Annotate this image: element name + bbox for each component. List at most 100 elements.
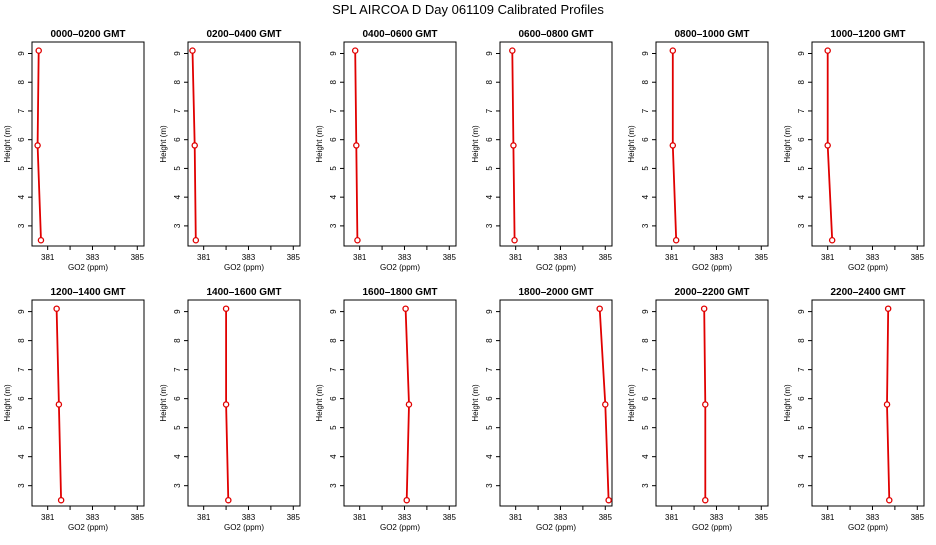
y-tick-label: 7 bbox=[17, 108, 26, 113]
x-tick-label: 385 bbox=[443, 253, 457, 262]
x-tick-label: 385 bbox=[131, 253, 145, 262]
y-tick-label: 9 bbox=[173, 309, 182, 314]
data-point bbox=[511, 237, 518, 244]
y-tick-label: 3 bbox=[641, 223, 650, 228]
y-tick-label: 3 bbox=[173, 223, 182, 228]
y-axis-label: Height (m) bbox=[783, 125, 792, 163]
y-tick-label: 4 bbox=[329, 454, 338, 459]
panel-title: 0600–0800 GMT bbox=[518, 29, 593, 40]
y-tick-label: 6 bbox=[17, 137, 26, 142]
y-axis-label: Height (m) bbox=[315, 125, 324, 163]
data-point bbox=[509, 47, 516, 54]
y-tick-label: 6 bbox=[173, 137, 182, 142]
y-tick-label: 7 bbox=[485, 108, 494, 113]
data-point bbox=[596, 305, 603, 312]
panel-title: 1600–1800 GMT bbox=[362, 287, 437, 298]
panel-title: 2200–2400 GMT bbox=[830, 287, 905, 298]
data-point bbox=[402, 305, 409, 312]
y-tick-label: 8 bbox=[17, 79, 26, 84]
data-point bbox=[225, 496, 232, 504]
data-point bbox=[192, 237, 200, 244]
x-tick-label: 385 bbox=[911, 513, 925, 522]
data-point bbox=[883, 401, 891, 408]
y-tick-label: 6 bbox=[797, 137, 806, 142]
y-tick-label: 9 bbox=[329, 51, 338, 56]
plot-frame bbox=[499, 299, 613, 507]
y-axis-label: Height (m) bbox=[471, 384, 480, 422]
x-tick-label: 385 bbox=[599, 253, 613, 262]
data-point bbox=[510, 142, 517, 149]
y-tick-label: 6 bbox=[329, 137, 338, 142]
y-axis-label: Height (m) bbox=[627, 384, 636, 422]
y-tick-label: 8 bbox=[797, 79, 806, 84]
panel-title: 1200–1400 GMT bbox=[50, 287, 125, 298]
data-point bbox=[700, 305, 708, 312]
x-tick-label: 381 bbox=[353, 513, 367, 522]
plot-frame bbox=[655, 299, 769, 507]
y-tick-label: 7 bbox=[173, 367, 182, 372]
y-tick-label: 7 bbox=[329, 367, 338, 372]
y-tick-label: 5 bbox=[485, 166, 494, 171]
plot-frame bbox=[31, 299, 145, 507]
y-tick-label: 7 bbox=[641, 367, 650, 372]
x-tick-label: 381 bbox=[509, 253, 523, 262]
y-axis-label: Height (m) bbox=[159, 125, 168, 163]
y-tick-label: 5 bbox=[17, 425, 26, 430]
data-point bbox=[605, 496, 612, 504]
y-tick-label: 8 bbox=[173, 338, 182, 343]
x-tick-label: 383 bbox=[866, 253, 880, 262]
x-tick-label: 381 bbox=[197, 253, 211, 262]
x-axis-label: GO2 (ppm) bbox=[380, 263, 420, 272]
y-tick-label: 7 bbox=[485, 367, 494, 372]
data-point bbox=[222, 401, 230, 408]
x-tick-label: 381 bbox=[353, 253, 367, 262]
plot-frame bbox=[31, 41, 145, 247]
y-tick-label: 7 bbox=[173, 108, 182, 113]
y-tick-label: 5 bbox=[173, 425, 182, 430]
y-tick-label: 3 bbox=[485, 483, 494, 488]
x-axis-label: GO2 (ppm) bbox=[380, 523, 420, 532]
panel-12: 2200–2400 GMT 3 4 5 6 7 8 9 381 383 385 GO2 (ppm) He… bbox=[783, 287, 925, 532]
panel-title: 0000–0200 GMT bbox=[50, 29, 125, 40]
data-point bbox=[55, 401, 63, 408]
panel-6: 1000–1200 GMT 3 4 5 6 7 8 9 381 383 385 GO2 (ppm) He… bbox=[783, 29, 925, 272]
x-tick-label: 383 bbox=[86, 513, 100, 522]
y-tick-label: 6 bbox=[329, 396, 338, 401]
panel-title: 1000–1200 GMT bbox=[830, 29, 905, 40]
x-axis-label: GO2 (ppm) bbox=[68, 263, 108, 272]
y-tick-label: 5 bbox=[17, 166, 26, 171]
panel-10: 1800–2000 GMT 3 4 5 6 7 8 9 381 383 385 GO2 (ppm) He… bbox=[471, 287, 613, 532]
x-axis-label: GO2 (ppm) bbox=[536, 263, 576, 272]
y-tick-label: 5 bbox=[797, 166, 806, 171]
y-tick-label: 7 bbox=[641, 108, 650, 113]
x-tick-label: 381 bbox=[665, 513, 679, 522]
y-tick-label: 6 bbox=[641, 396, 650, 401]
x-tick-label: 385 bbox=[443, 513, 457, 522]
x-tick-label: 383 bbox=[554, 513, 568, 522]
x-tick-label: 385 bbox=[131, 513, 145, 522]
plot-frame bbox=[811, 299, 925, 507]
panel-title: 1400–1600 GMT bbox=[206, 287, 281, 298]
y-tick-label: 9 bbox=[485, 309, 494, 314]
y-tick-label: 9 bbox=[485, 51, 494, 56]
panel-4: 0600–0800 GMT 3 4 5 6 7 8 9 381 383 385 GO2 (ppm) He… bbox=[471, 29, 613, 272]
y-tick-label: 9 bbox=[641, 51, 650, 56]
x-tick-label: 383 bbox=[242, 253, 256, 262]
data-point bbox=[34, 142, 41, 149]
x-tick-label: 381 bbox=[197, 513, 211, 522]
data-point bbox=[702, 496, 709, 504]
y-tick-label: 9 bbox=[173, 51, 182, 56]
x-axis-label: GO2 (ppm) bbox=[536, 523, 576, 532]
y-tick-label: 4 bbox=[797, 454, 806, 459]
x-axis-label: GO2 (ppm) bbox=[692, 523, 732, 532]
panel-title: 0800–1000 GMT bbox=[674, 29, 749, 40]
data-point bbox=[669, 47, 677, 54]
data-point bbox=[35, 47, 42, 54]
x-axis-label: GO2 (ppm) bbox=[224, 523, 264, 532]
y-tick-label: 3 bbox=[797, 483, 806, 488]
data-point bbox=[353, 142, 360, 149]
y-tick-label: 5 bbox=[641, 166, 650, 171]
x-tick-label: 383 bbox=[554, 253, 568, 262]
